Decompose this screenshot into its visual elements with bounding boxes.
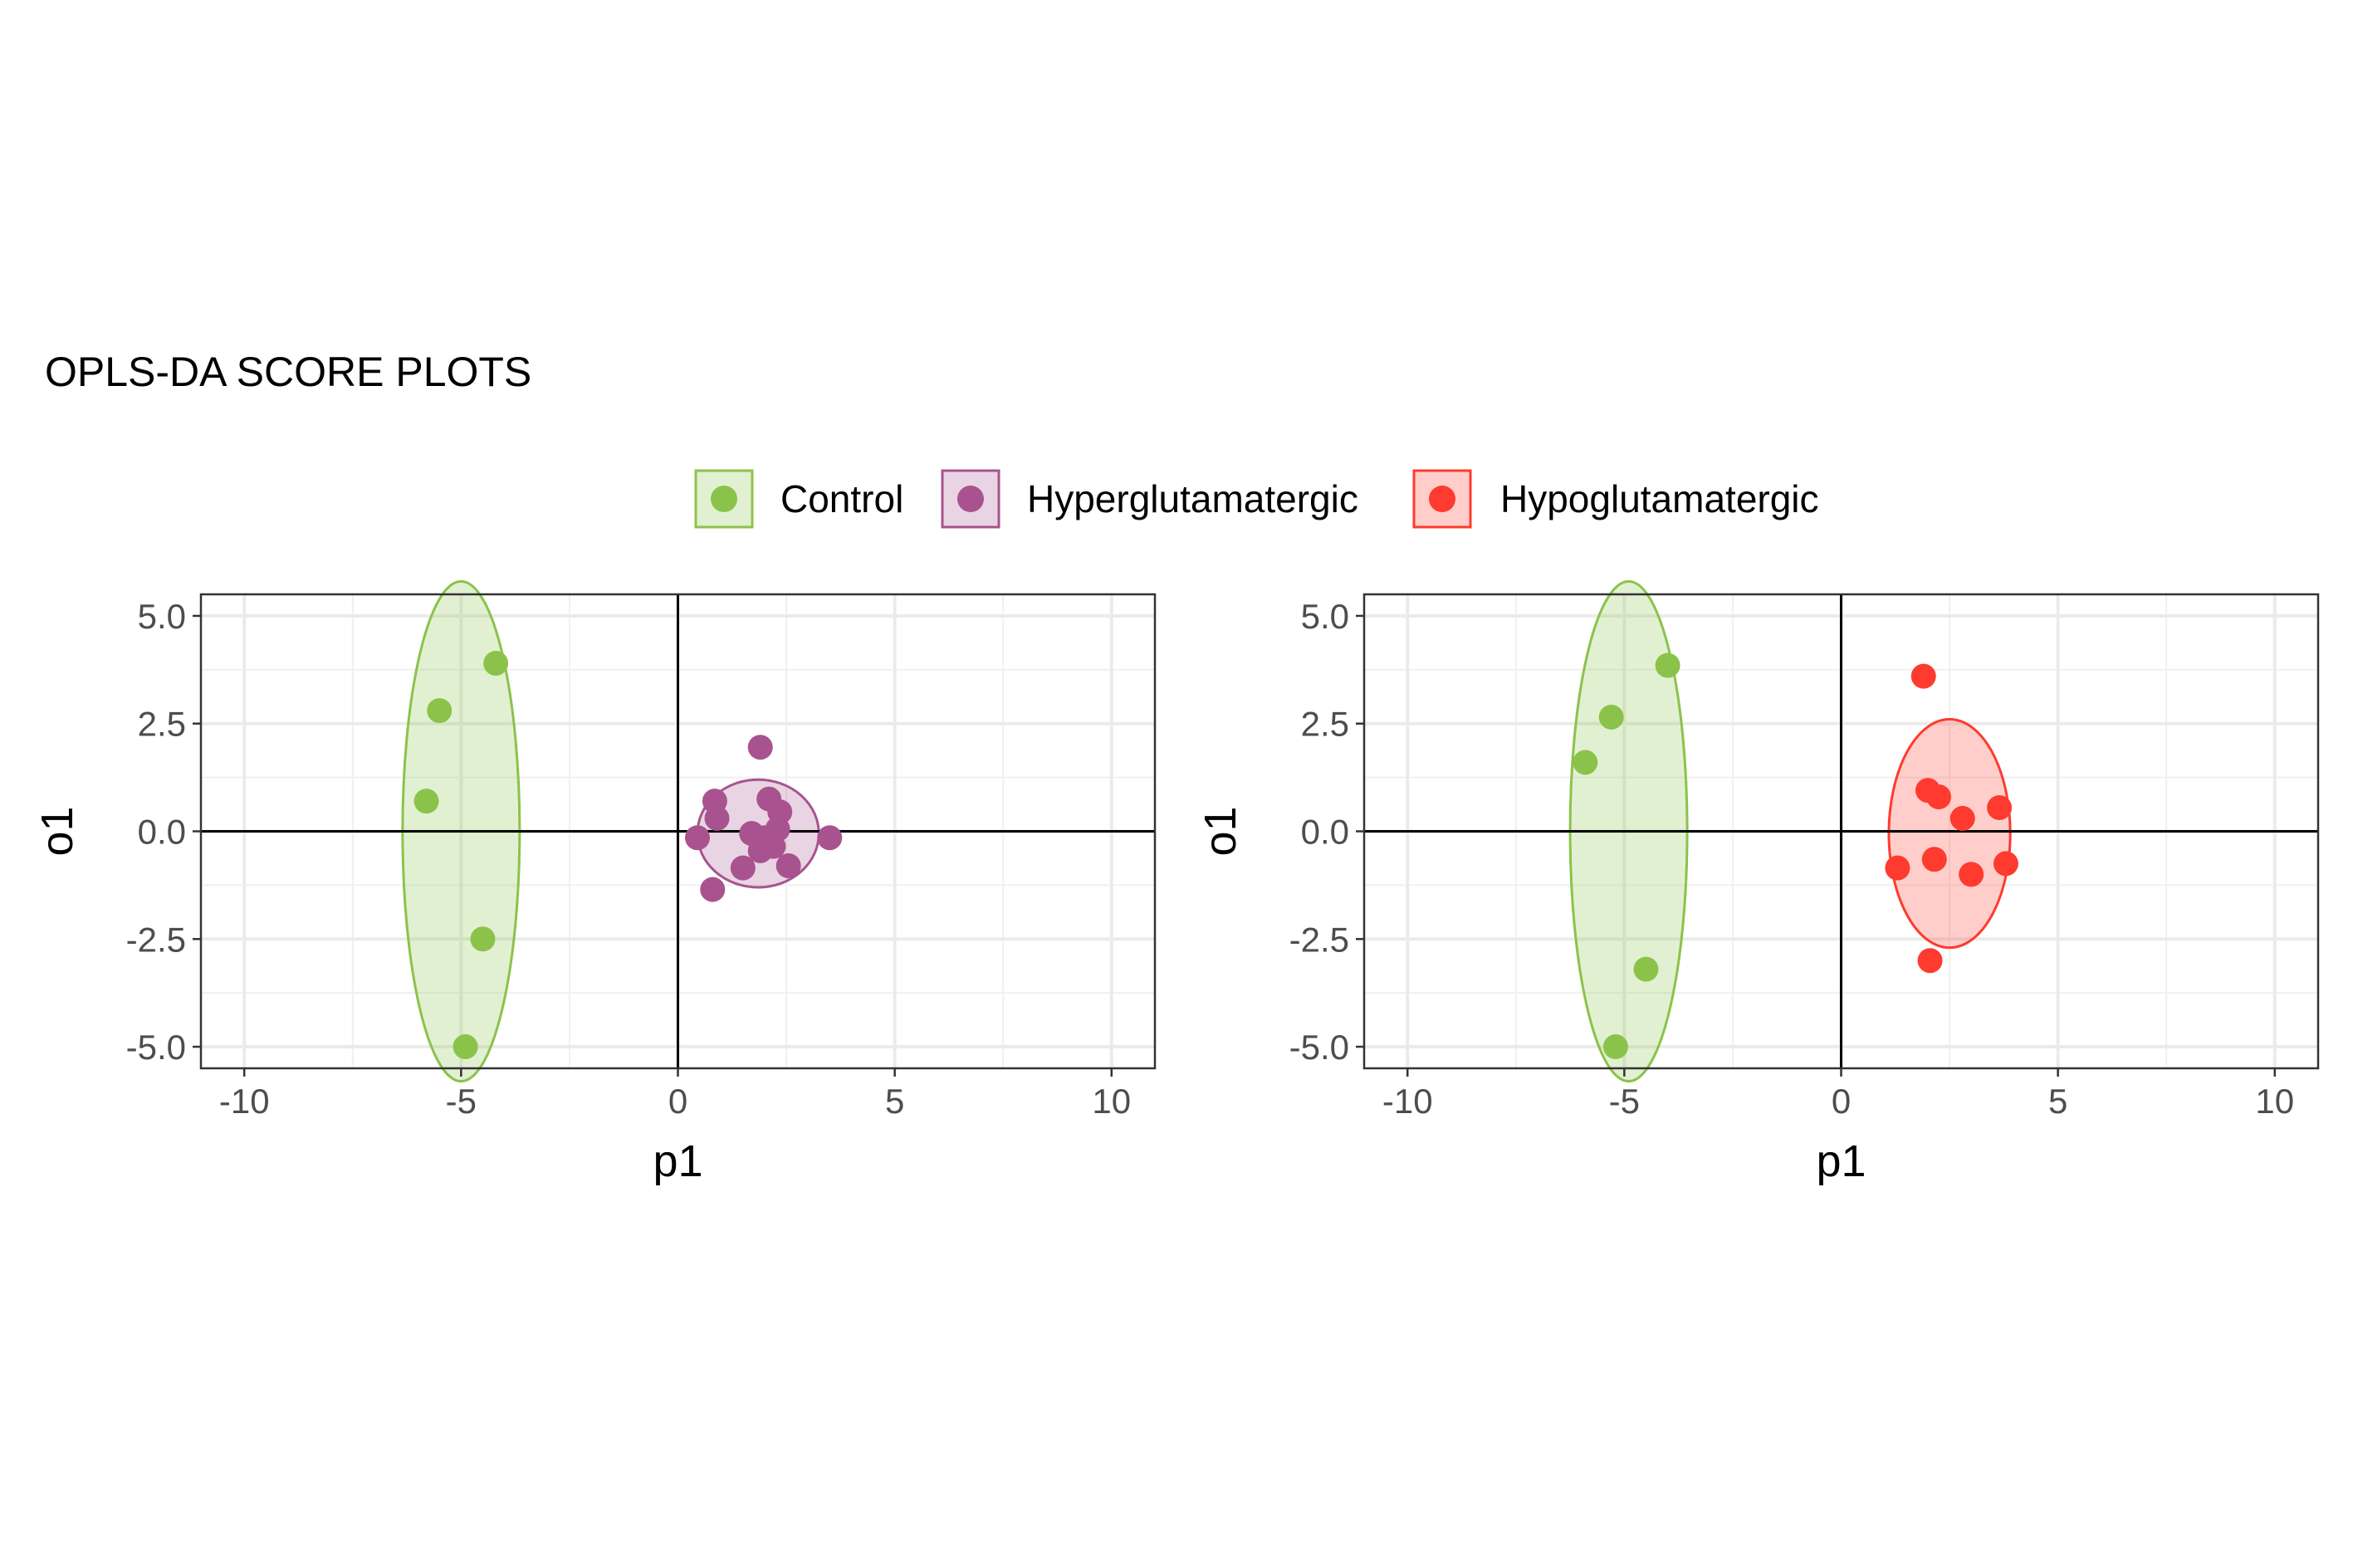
data-point-control: [427, 698, 452, 724]
x-tick-label: -10: [1382, 1082, 1433, 1121]
legend-point-hyperglutamatergic: [957, 486, 984, 512]
y-tick-label: 2.5: [138, 705, 186, 744]
x-axis-title: p1: [1816, 1136, 1866, 1186]
legend-label-hypoglutamatergic: Hypoglutamatergic: [1500, 477, 1819, 520]
data-point-hyperglutamatergic: [747, 735, 773, 760]
y-tick-label: 0.0: [1301, 813, 1349, 852]
y-axis-title: o1: [1196, 806, 1245, 856]
legend: Control Hyperglutamatergic Hypoglutamate…: [694, 469, 1819, 529]
x-tick-label: -5: [1609, 1082, 1640, 1121]
data-point-hypoglutamatergic: [1993, 851, 2018, 877]
data-point-control: [452, 1034, 478, 1060]
y-tick-label: -2.5: [1289, 920, 1349, 959]
data-point-control: [1598, 704, 1624, 730]
data-point-hyperglutamatergic: [775, 853, 801, 879]
x-tick-label: 5: [2048, 1082, 2067, 1121]
confidence-ellipse-hypoglutamatergic: [1887, 718, 2012, 950]
y-tick-label: 2.5: [1301, 705, 1349, 744]
data-point-hyperglutamatergic: [700, 877, 726, 902]
score-plot-left: -10 -5 0 5 10 -5.0 -2.5 0.0 2.5 5.0 p1 o1: [32, 579, 1157, 1186]
data-point-control: [483, 651, 509, 677]
data-point-hypoglutamatergic: [1959, 862, 1984, 887]
data-point-hypoglutamatergic: [1917, 948, 1943, 974]
data-point-control: [413, 789, 439, 814]
data-point-hyperglutamatergic: [704, 805, 730, 831]
data-point-hyperglutamatergic: [817, 825, 843, 851]
data-point-control: [1573, 750, 1598, 775]
data-point-hypoglutamatergic: [1949, 805, 1975, 831]
x-tick-label: 0: [668, 1082, 687, 1121]
x-tick-label: -10: [219, 1082, 270, 1121]
x-tick-label: 10: [1092, 1082, 1131, 1121]
legend-label-hyperglutamatergic: Hyperglutamatergic: [1027, 477, 1358, 520]
score-plot-right: -10 -5 0 5 10 -5.0 -2.5 0.0 2.5 5.0 p1 o1: [1196, 579, 2320, 1186]
data-point-hyperglutamatergic: [685, 825, 711, 851]
legend-point-hypoglutamatergic: [1429, 486, 1455, 512]
x-tick-label: 10: [2255, 1082, 2294, 1121]
y-tick-label: -5.0: [126, 1028, 186, 1067]
data-point-hypoglutamatergic: [1921, 847, 1947, 872]
y-tick-label: 0.0: [138, 813, 186, 852]
data-point-control: [1655, 652, 1680, 678]
data-point-control: [1633, 956, 1659, 982]
x-tick-label: 5: [885, 1082, 904, 1121]
data-point-hypoglutamatergic: [1987, 794, 2013, 820]
legend-item-hypoglutamatergic: Hypoglutamatergic: [1412, 469, 1819, 529]
data-point-control: [1602, 1034, 1628, 1060]
y-tick-label: 5.0: [1301, 597, 1349, 636]
figure-title: OPLS-DA SCORE PLOTS: [45, 349, 531, 395]
legend-item-control: Control: [694, 469, 903, 529]
x-tick-label: 0: [1832, 1082, 1851, 1121]
y-tick-label: -2.5: [126, 920, 186, 959]
legend-label-control: Control: [780, 477, 903, 520]
data-point-hypoglutamatergic: [1885, 855, 1910, 881]
y-tick-label: -5.0: [1289, 1028, 1349, 1067]
data-point-hypoglutamatergic: [1910, 663, 1936, 689]
data-point-hypoglutamatergic: [1926, 784, 1952, 809]
y-axis-title: o1: [32, 806, 82, 856]
data-point-hyperglutamatergic: [730, 855, 756, 881]
data-point-hyperglutamatergic: [747, 838, 773, 863]
x-axis-title: p1: [653, 1136, 702, 1186]
data-point-control: [470, 926, 496, 952]
legend-point-control: [711, 486, 737, 512]
legend-item-hyperglutamatergic: Hyperglutamatergic: [941, 469, 1358, 529]
y-tick-label: 5.0: [138, 597, 186, 636]
x-tick-label: -5: [446, 1082, 477, 1121]
